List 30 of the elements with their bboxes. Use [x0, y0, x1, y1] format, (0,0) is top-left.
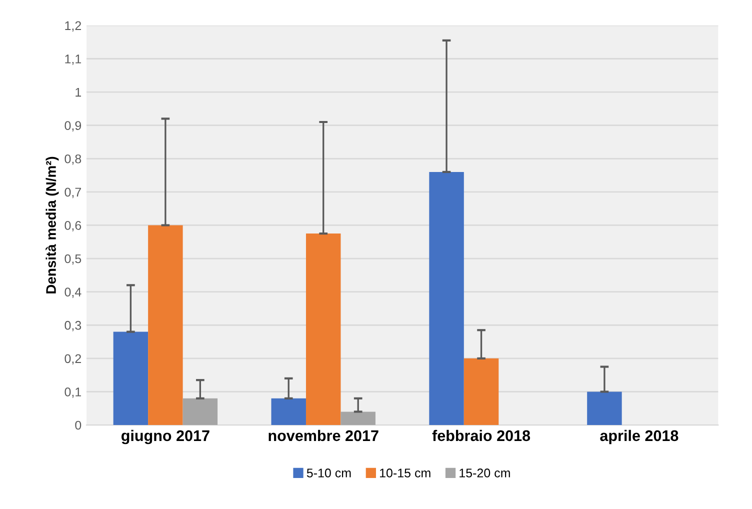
legend-label: 10-15 cm: [380, 468, 430, 478]
bar: [182, 398, 218, 426]
y-tick-label: 1,1: [65, 54, 82, 65]
bar: [306, 234, 341, 426]
bar: [464, 358, 499, 426]
y-tick-label: 0,1: [64, 388, 82, 398]
x-tick-label: aprile 2018: [600, 430, 678, 444]
x-tick-label: giugno 2017: [122, 430, 210, 444]
y-tick-label: 0,2: [64, 354, 81, 365]
legend-label: 15-20 cm: [460, 468, 510, 478]
bar: [340, 412, 376, 426]
legend-label: 5-10 cm: [306, 468, 351, 478]
y-tick-label: 1: [76, 88, 82, 97]
bar: [429, 172, 464, 426]
y-tick-label: 0: [75, 420, 82, 430]
y-tick-label: 0,5: [64, 254, 82, 265]
y-tick-label: 0,7: [64, 188, 81, 198]
x-tick-label: novembre 2017: [268, 430, 378, 442]
bar: [148, 225, 183, 426]
y-tick-label: 1,2: [65, 21, 81, 32]
y-axis-title: Densità media (N/m²): [46, 156, 59, 294]
y-tick-label: 0,4: [64, 288, 82, 298]
bar: [271, 398, 306, 426]
y-tick-label: 0,9: [64, 121, 82, 132]
bar: [587, 392, 622, 426]
x-tick-label: febbraio 2018: [432, 430, 530, 442]
y-tick-label: 0,8: [64, 154, 82, 165]
bar: [113, 332, 148, 426]
y-tick-label: 0,3: [64, 320, 82, 332]
y-tick-label: 0,6: [64, 221, 82, 232]
